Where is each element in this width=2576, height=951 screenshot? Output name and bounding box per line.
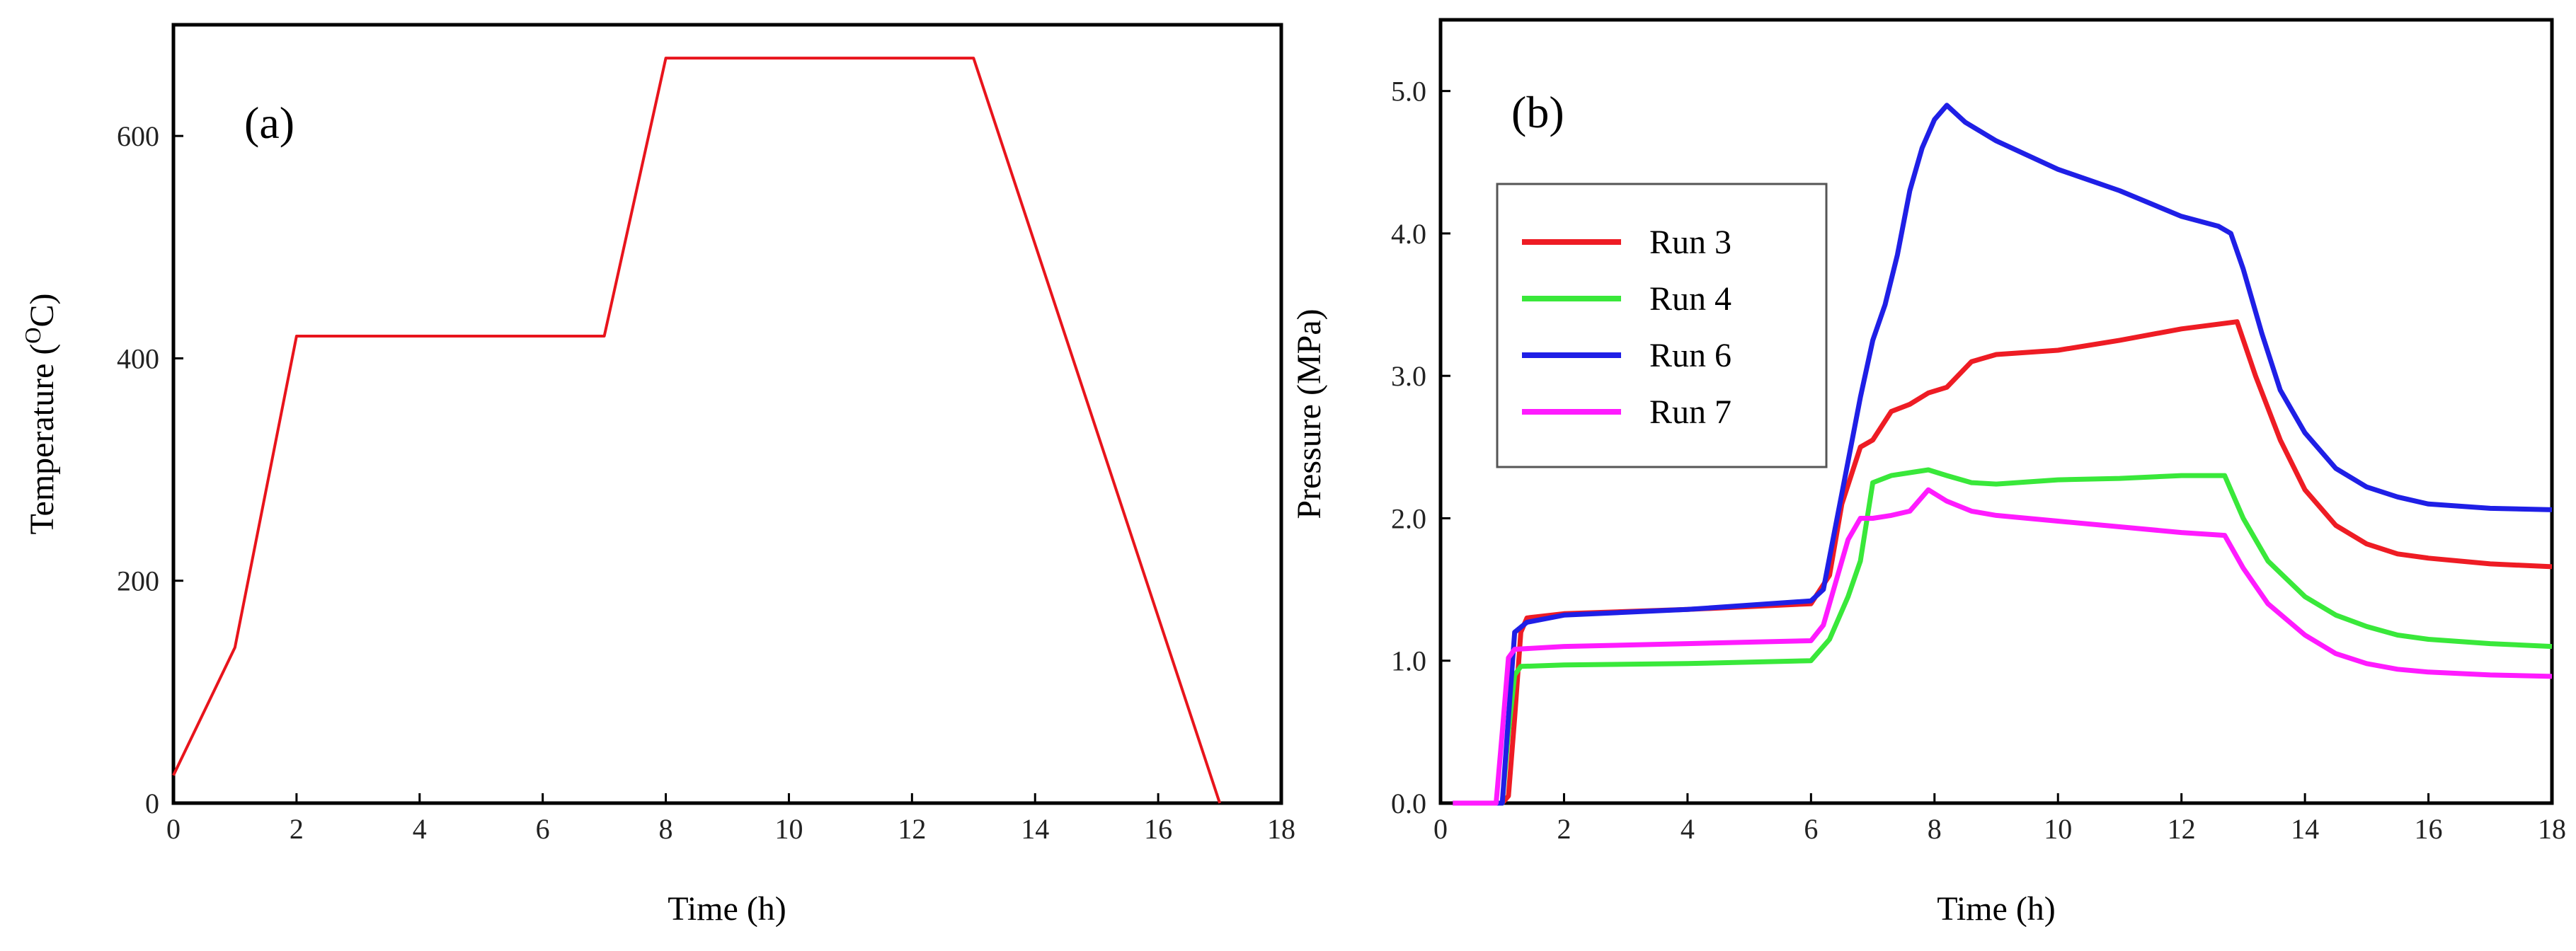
- panel-b-x-tick-label: 18: [2538, 813, 2566, 845]
- panel-b-ticks: 0 2 4 6 8 10 12 14 16 18 0.0 1.0 2.0 3.0 4.0 5.0: [1391, 76, 2566, 845]
- panel-b-x-tick-label: 0: [1433, 813, 1448, 845]
- panel-a-y-axis-title-pre: Temperature (: [23, 344, 61, 535]
- panel-b-x-tick-label: 4: [1681, 813, 1695, 845]
- panel-b-x-axis-title: Time (h): [1937, 890, 2056, 928]
- panel-b-x-tick-label: 8: [1928, 813, 1942, 845]
- panel-a-x-tick-label: 0: [166, 813, 181, 845]
- panel-a-temperature-chart: 0 2 4 6 8 10 12 14 16 18 0 200 400 600 (a) Time (h) T…: [20, 23, 1295, 928]
- panel-a-y-tick-label: 600: [117, 120, 159, 152]
- panel-b-y-axis-title: Pressure (MPa): [1290, 309, 1328, 519]
- panel-a-y-tick-label: 400: [117, 342, 159, 374]
- panel-a-x-tick-label: 14: [1021, 813, 1049, 845]
- series-line-run-3: [1453, 319, 2553, 806]
- panel-b-x-tick-label: 16: [2415, 813, 2443, 845]
- panel-a-y-axis-title-post: C): [23, 294, 61, 328]
- panel-a-x-tick-label: 18: [1267, 813, 1295, 845]
- panel-a-ticks: 0 2 4 6 8 10 12 14 16 18 0 200 400 600: [117, 120, 1295, 845]
- panel-b-y-tick-label: 3.0: [1391, 360, 1426, 392]
- panel-a-x-tick-label: 6: [536, 813, 550, 845]
- panel-b-y-tick-label: 4.0: [1391, 218, 1426, 250]
- panel-a-label: (a): [244, 98, 294, 148]
- panel-a-y-axis-title-superscript: O: [20, 328, 45, 344]
- panel-b-x-tick-label: 10: [2044, 813, 2072, 845]
- legend-label: Run 6: [1649, 337, 1731, 374]
- panel-a-x-tick-label: 10: [774, 813, 803, 845]
- panel-a-x-tick-label: 12: [898, 813, 926, 845]
- panel-a-y-tick-label: 200: [117, 565, 159, 597]
- panel-b-plot-frame: [1438, 18, 2554, 805]
- panel-b-x-tick-label: 12: [2168, 813, 2196, 845]
- panel-b-x-tick-label: 2: [1557, 813, 1571, 845]
- panel-a-series: [172, 57, 1221, 804]
- panel-b-x-tick-label: 6: [1804, 813, 1818, 845]
- panel-a-plot-frame: [171, 23, 1283, 805]
- panel-b-pressure-chart: 0 2 4 6 8 10 12 14 16 18 0.0 1.0 2.0 3.0 4.0 5.0 (b) Ti…: [1290, 18, 2566, 928]
- series-line-run-7: [1453, 487, 2553, 806]
- legend-label: Run 7: [1649, 393, 1731, 431]
- panel-a-x-tick-label: 8: [659, 813, 673, 845]
- series-line-temperature: [172, 57, 1221, 804]
- panel-b-series: [1453, 103, 2553, 806]
- series-line-run-6: [1453, 103, 2553, 806]
- legend-box: [1496, 183, 1828, 468]
- panel-a-y-axis-title: Temperature (OC): [20, 294, 61, 535]
- panel-b-y-tick-label: 5.0: [1391, 76, 1426, 108]
- panel-b-legend: Run 3 Run 4 Run 6 Run 7: [1496, 183, 1828, 468]
- panel-a-y-tick-label: 0: [145, 788, 159, 819]
- panel-b-y-tick-label: 1.0: [1391, 645, 1426, 677]
- panel-b-y-tick-label: 2.0: [1391, 502, 1426, 534]
- panel-b-x-tick-label: 14: [2291, 813, 2319, 845]
- panel-a-x-tick-label: 4: [413, 813, 427, 845]
- series-line-run-4: [1453, 467, 2553, 806]
- panel-b-label: (b): [1511, 87, 1564, 137]
- legend-label: Run 3: [1649, 224, 1731, 261]
- panel-a-x-axis-title: Time (h): [668, 890, 786, 928]
- panel-b-y-tick-label: 0.0: [1391, 788, 1426, 819]
- panel-a-x-tick-label: 16: [1144, 813, 1172, 845]
- panel-a-x-tick-label: 2: [290, 813, 304, 845]
- legend-label: Run 4: [1649, 280, 1731, 318]
